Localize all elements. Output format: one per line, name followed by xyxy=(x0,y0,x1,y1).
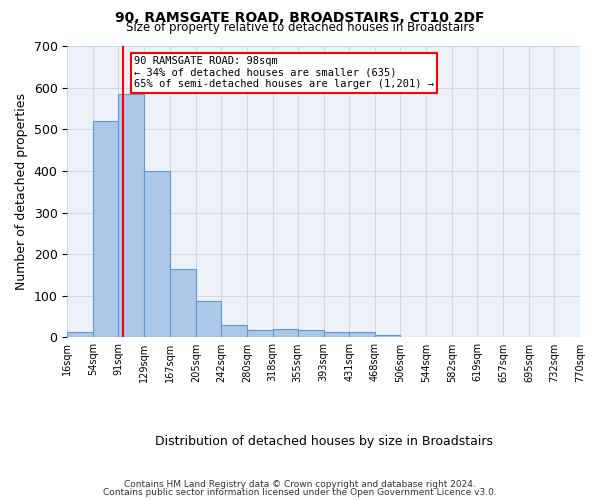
Y-axis label: Number of detached properties: Number of detached properties xyxy=(15,93,28,290)
Bar xyxy=(247,330,272,338)
Bar xyxy=(298,330,323,338)
Text: 90 RAMSGATE ROAD: 98sqm
← 34% of detached houses are smaller (635)
65% of semi-d: 90 RAMSGATE ROAD: 98sqm ← 34% of detache… xyxy=(134,56,434,90)
Bar xyxy=(374,335,400,338)
Bar xyxy=(118,94,144,338)
Bar xyxy=(323,332,349,338)
Text: Size of property relative to detached houses in Broadstairs: Size of property relative to detached ho… xyxy=(126,22,474,35)
X-axis label: Distribution of detached houses by size in Broadstairs: Distribution of detached houses by size … xyxy=(155,434,493,448)
Bar xyxy=(221,325,247,338)
Bar xyxy=(144,171,170,338)
Text: Contains public sector information licensed under the Open Government Licence v3: Contains public sector information licen… xyxy=(103,488,497,497)
Bar xyxy=(67,332,93,338)
Bar xyxy=(93,121,118,338)
Bar xyxy=(272,328,298,338)
Text: Contains HM Land Registry data © Crown copyright and database right 2024.: Contains HM Land Registry data © Crown c… xyxy=(124,480,476,489)
Text: 90, RAMSGATE ROAD, BROADSTAIRS, CT10 2DF: 90, RAMSGATE ROAD, BROADSTAIRS, CT10 2DF xyxy=(115,11,485,25)
Bar xyxy=(170,269,196,338)
Bar xyxy=(349,332,374,338)
Bar xyxy=(196,301,221,338)
